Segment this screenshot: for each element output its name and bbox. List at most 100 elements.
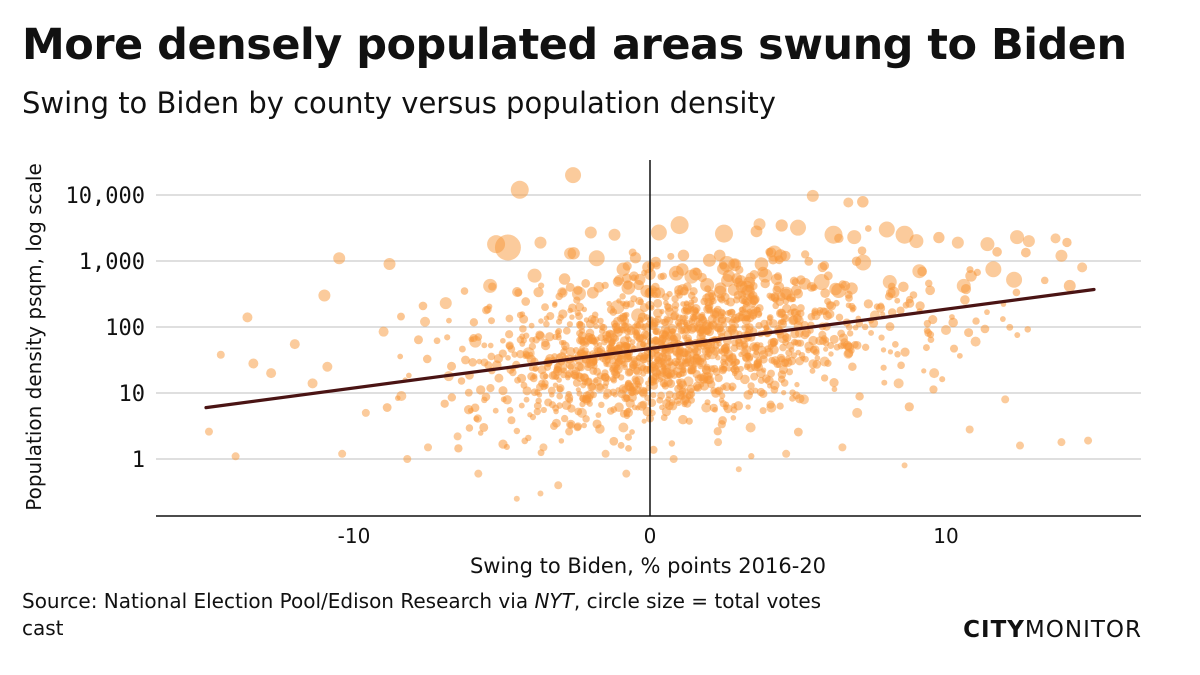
data-point <box>204 427 213 436</box>
data-point <box>476 385 486 395</box>
data-point <box>631 308 646 323</box>
data-point <box>949 344 959 353</box>
data-point <box>382 403 392 412</box>
data-point <box>827 341 835 349</box>
data-point <box>522 347 535 360</box>
data-point <box>807 312 816 321</box>
data-point <box>844 342 853 351</box>
data-point <box>857 196 869 208</box>
data-point <box>486 384 495 393</box>
data-point <box>383 258 396 271</box>
data-point <box>620 320 627 326</box>
data-point <box>361 408 370 417</box>
data-point <box>628 248 637 257</box>
data-point <box>808 335 818 346</box>
source-suffix: , circle size = total votes cast <box>22 589 822 640</box>
data-point <box>498 349 507 358</box>
data-point <box>774 272 782 281</box>
data-point <box>612 276 623 287</box>
data-point <box>765 318 773 326</box>
data-point <box>766 245 783 262</box>
data-point <box>534 389 541 396</box>
data-point <box>688 387 695 394</box>
data-point <box>845 294 853 302</box>
data-point <box>624 433 632 441</box>
data-point <box>540 406 547 414</box>
data-point <box>775 219 788 232</box>
data-point <box>632 376 641 385</box>
data-point <box>589 391 597 399</box>
data-point <box>661 381 668 388</box>
data-point <box>650 392 657 399</box>
data-point <box>535 330 545 340</box>
data-point <box>665 396 672 403</box>
data-point <box>338 449 347 458</box>
data-point <box>543 373 549 380</box>
data-point <box>838 443 847 452</box>
data-point <box>420 316 431 327</box>
data-point <box>1057 438 1066 447</box>
brand-logo[interactable]: CITYMONITOR <box>963 617 1142 643</box>
data-point <box>900 347 910 357</box>
data-point <box>558 273 571 285</box>
data-point <box>667 252 675 260</box>
source-note: Source: National Election Pool/Edison Re… <box>22 588 842 642</box>
data-point <box>469 318 479 327</box>
data-point <box>642 366 651 375</box>
data-point <box>759 355 768 364</box>
data-point <box>925 279 933 288</box>
data-point <box>562 327 571 335</box>
data-point <box>956 278 971 293</box>
data-point <box>674 397 681 405</box>
data-point <box>487 342 494 349</box>
x-tick-label: 10 <box>933 524 958 548</box>
data-point <box>481 342 488 349</box>
data-point <box>707 289 716 298</box>
data-point <box>780 250 791 262</box>
data-point <box>690 314 698 322</box>
data-point <box>794 339 802 347</box>
data-point <box>446 317 452 324</box>
data-point <box>667 361 677 372</box>
data-point <box>479 423 489 432</box>
data-point <box>755 322 763 330</box>
data-point <box>439 297 452 310</box>
data-point <box>772 302 780 310</box>
data-point <box>601 369 609 377</box>
data-point <box>610 375 617 383</box>
data-point <box>819 261 830 271</box>
data-point <box>467 407 474 414</box>
x-tick-label: 0 <box>644 524 657 548</box>
data-point <box>678 414 688 425</box>
data-point <box>749 306 758 314</box>
data-point <box>556 392 564 400</box>
data-point <box>613 326 621 334</box>
data-point <box>513 495 520 502</box>
data-point <box>970 336 981 347</box>
data-point <box>733 401 744 411</box>
data-point <box>513 427 521 435</box>
data-point <box>266 368 277 379</box>
data-point <box>598 401 605 409</box>
data-point <box>552 382 559 388</box>
data-point <box>581 347 589 355</box>
data-point <box>960 295 970 305</box>
data-point <box>481 392 491 402</box>
data-point <box>585 328 595 338</box>
data-point <box>728 352 737 361</box>
data-point <box>671 301 680 309</box>
data-point <box>1001 395 1010 404</box>
data-point <box>231 452 240 461</box>
data-point <box>664 307 674 316</box>
data-point <box>1022 235 1035 248</box>
data-point <box>861 323 869 331</box>
data-point <box>654 351 661 358</box>
y-tick-label: 10 <box>119 382 146 407</box>
data-point <box>629 363 637 371</box>
data-point <box>533 287 544 298</box>
data-point <box>789 296 795 302</box>
data-point <box>755 306 761 313</box>
data-point <box>552 333 559 341</box>
data-point <box>915 301 925 311</box>
data-point <box>788 347 795 353</box>
